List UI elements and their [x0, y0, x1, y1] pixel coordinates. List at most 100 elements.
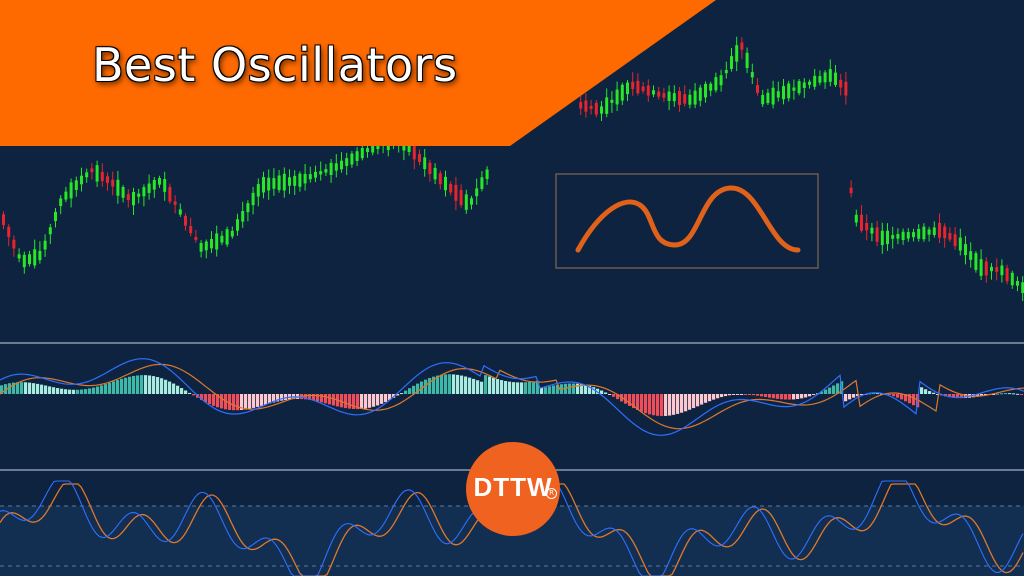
histogram-bar [496, 379, 500, 394]
histogram-bar [72, 389, 76, 394]
histogram-bar [868, 393, 872, 395]
candlestick [173, 195, 177, 214]
histogram-bar [472, 378, 476, 394]
histogram-bar [128, 376, 132, 394]
histogram-bar [280, 394, 284, 401]
histogram-bar [752, 394, 756, 396]
histogram-bar [788, 394, 792, 400]
candlestick [730, 47, 733, 72]
candlestick [584, 93, 588, 118]
histogram-bar [736, 394, 740, 395]
histogram-bar [264, 394, 268, 405]
histogram-bar [772, 394, 776, 399]
histogram-bar [312, 394, 316, 401]
histogram-bar [492, 377, 496, 394]
histogram-bar [332, 394, 336, 406]
histogram-bar [408, 388, 412, 394]
candlestick [48, 223, 52, 245]
histogram-bar [168, 381, 172, 394]
candlestick [901, 228, 905, 245]
candlestick [334, 154, 338, 178]
macd-pane [0, 358, 1024, 436]
candlestick [766, 88, 770, 106]
candlestick [709, 81, 713, 97]
candlestick [927, 226, 931, 242]
histogram-bar [484, 375, 488, 394]
histogram-bar [948, 394, 952, 398]
histogram-bar [20, 382, 24, 394]
histogram-bar [120, 378, 124, 394]
candlestick [345, 152, 349, 176]
histogram-bar [304, 394, 308, 400]
candlestick [147, 174, 151, 200]
histogram-bar [16, 382, 20, 394]
histogram-bar [700, 394, 704, 405]
registered-mark: R [546, 488, 557, 499]
candlestick [984, 257, 988, 283]
histogram-bar [384, 394, 388, 403]
candlestick [480, 170, 484, 192]
candlestick [735, 36, 739, 72]
candlestick [1021, 276, 1024, 302]
candlestick [782, 79, 785, 105]
candlestick [17, 248, 21, 263]
histogram-bar [688, 394, 692, 410]
histogram-bar [460, 375, 464, 394]
candlestick [932, 221, 936, 238]
candlestick [667, 85, 671, 111]
candlestick [459, 184, 463, 208]
histogram-bar [152, 376, 156, 394]
histogram-bar [912, 394, 916, 406]
candlestick [485, 166, 489, 185]
candlestick [210, 231, 213, 254]
histogram-bar [268, 394, 272, 404]
histogram-bar [980, 394, 984, 397]
candlestick [698, 84, 702, 107]
histogram-bar [612, 394, 616, 397]
histogram-bar [416, 383, 420, 394]
candlestick [194, 229, 198, 243]
candlestick [355, 147, 359, 167]
histogram-bar [532, 381, 536, 394]
candlestick [475, 178, 479, 205]
histogram-bar [40, 384, 44, 394]
histogram-bar [604, 392, 608, 394]
histogram-bar [260, 394, 264, 406]
candlestick [22, 251, 26, 274]
candlestick [293, 170, 297, 195]
candlestick [282, 167, 286, 198]
candlestick [969, 242, 973, 268]
candlestick [776, 81, 780, 102]
histogram-bar [600, 390, 604, 394]
histogram-bar [732, 394, 736, 395]
histogram-bar [748, 394, 752, 395]
histogram-bar [644, 394, 648, 414]
histogram-bar [428, 378, 432, 394]
histogram-bar [724, 394, 728, 397]
histogram-bar [808, 394, 812, 397]
histogram-bar [964, 394, 968, 399]
candlestick [423, 149, 427, 177]
candlestick [272, 168, 276, 196]
histogram-bar [4, 384, 8, 394]
histogram-bar [516, 382, 520, 394]
candlestick [12, 235, 16, 257]
histogram-bar [576, 383, 580, 394]
histogram-bar [396, 394, 400, 396]
histogram-bar [44, 385, 48, 394]
candlestick [761, 89, 765, 107]
histogram-bar [220, 394, 224, 409]
histogram-bar [520, 382, 524, 394]
candlestick [329, 158, 333, 183]
candlestick [158, 175, 161, 188]
histogram-bar [744, 394, 748, 395]
candlestick [854, 209, 858, 227]
histogram-bar [444, 374, 448, 394]
histogram-bar [388, 394, 392, 401]
candlestick [111, 171, 115, 196]
histogram-bar [860, 394, 864, 395]
candlestick [1005, 264, 1009, 285]
histogram-bar [608, 394, 612, 395]
histogram-bar [504, 380, 508, 394]
candlestick [652, 85, 655, 98]
